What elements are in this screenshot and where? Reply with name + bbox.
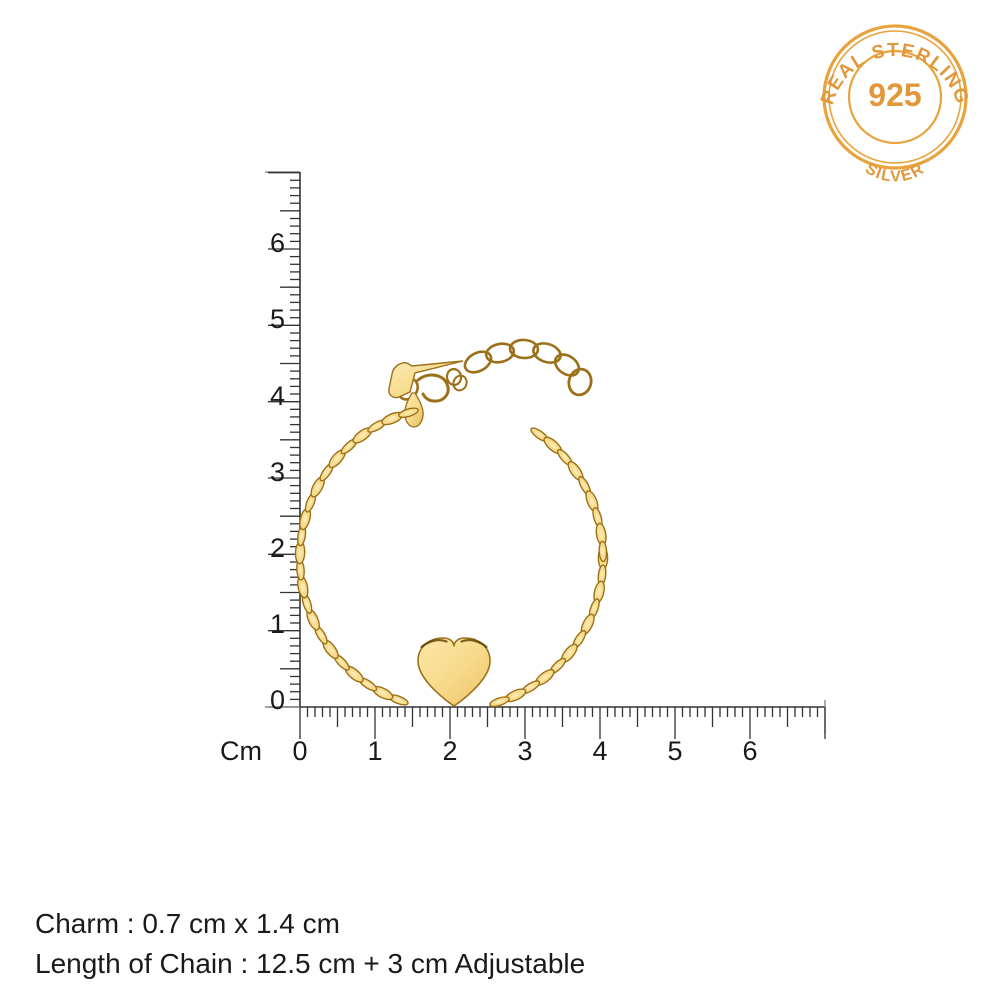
svg-text:925: 925	[868, 77, 921, 113]
svg-text:SILVER: SILVER	[862, 160, 928, 185]
